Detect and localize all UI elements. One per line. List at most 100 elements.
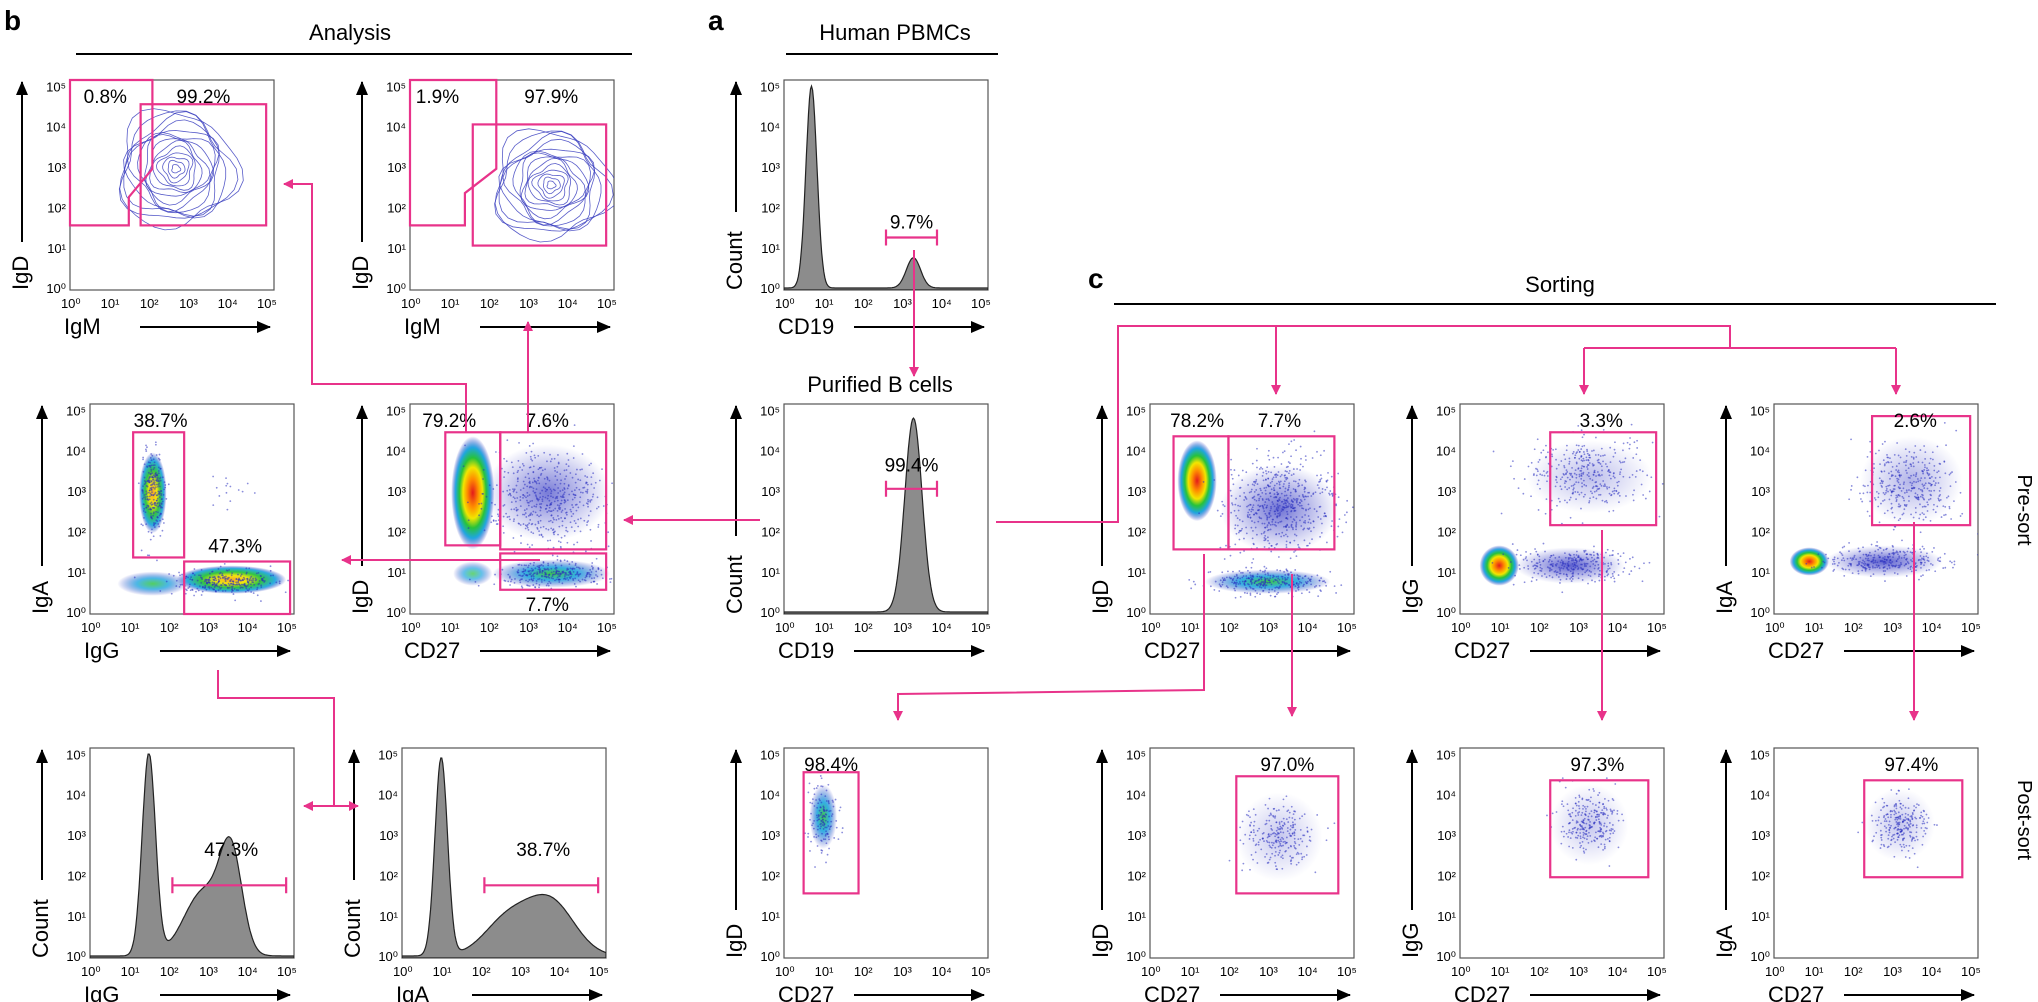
event-dot [150, 459, 153, 462]
event-dot [1906, 472, 1908, 474]
event-dot [1934, 511, 1937, 514]
event-dot [1291, 521, 1294, 523]
section-title-human-pbmcs: Human PBMCs [819, 20, 971, 45]
event-dot [1901, 821, 1904, 824]
event-dot [1861, 821, 1864, 824]
event-dot [1565, 469, 1568, 472]
event-dot [1235, 497, 1237, 500]
event-dot [245, 587, 248, 590]
event-dot [1573, 553, 1575, 556]
event-dot [543, 579, 546, 582]
contour-line [527, 163, 572, 206]
event-dot [1325, 541, 1328, 544]
event-dot [1933, 465, 1936, 467]
event-dot [1919, 548, 1922, 551]
event-dot [152, 481, 155, 484]
event-dot [541, 570, 544, 572]
event-dot [1578, 560, 1581, 562]
section-letter-b: b [4, 5, 21, 36]
event-dot [1572, 568, 1575, 571]
event-dot [577, 579, 580, 582]
event-dot [1866, 510, 1869, 513]
event-dot [1581, 828, 1584, 831]
event-dot [1885, 820, 1888, 823]
contour-line [537, 173, 565, 199]
event-dot [1617, 552, 1620, 555]
contour-line [520, 156, 586, 211]
event-dot [1915, 473, 1918, 476]
event-dot [559, 541, 562, 544]
event-dot [1929, 457, 1932, 460]
event-dot [548, 509, 550, 512]
event-dot [1313, 508, 1316, 510]
event-dot [566, 487, 569, 490]
event-dot [158, 482, 160, 485]
event-dot [1648, 490, 1651, 493]
event-dot [1620, 468, 1623, 471]
event-dot [546, 582, 549, 585]
contour-line [118, 110, 239, 219]
event-dot [1269, 492, 1272, 494]
event-dot [1278, 499, 1281, 502]
event-dot [1922, 555, 1925, 558]
event-dot [1242, 575, 1245, 577]
event-dot [1285, 582, 1288, 585]
event-dot [556, 479, 559, 481]
event-dot [482, 468, 485, 471]
event-dot [179, 584, 182, 586]
event-dot [1256, 473, 1258, 476]
event-dot [1319, 505, 1322, 508]
event-dot [811, 798, 814, 801]
event-dot [241, 583, 244, 586]
event-dot [1588, 831, 1590, 834]
event-dot [158, 502, 161, 505]
event-dot [1247, 504, 1250, 507]
event-dot [1923, 487, 1926, 489]
event-dot [1596, 471, 1599, 473]
event-dot [1574, 836, 1577, 839]
event-dot [1839, 551, 1841, 554]
event-dot [1310, 828, 1313, 831]
event-dot [1587, 815, 1590, 818]
event-dot [1320, 531, 1323, 534]
event-dot [218, 576, 221, 578]
event-dot [1599, 811, 1602, 814]
event-dot [1903, 564, 1906, 567]
event-dot [255, 572, 258, 575]
event-dot [510, 461, 513, 464]
event-dot [1559, 478, 1562, 481]
event-dot [1290, 474, 1293, 477]
event-dot [826, 853, 829, 856]
event-dot [1286, 510, 1288, 513]
event-dot [1281, 580, 1284, 583]
event-dot [576, 573, 578, 575]
event-dot [239, 584, 242, 587]
event-dot [1230, 473, 1233, 476]
event-dot [1583, 551, 1586, 553]
event-dot [1254, 589, 1257, 592]
event-dot [588, 572, 591, 574]
event-dot [1295, 497, 1298, 500]
event-dot [1534, 548, 1536, 550]
event-dot [1255, 459, 1258, 462]
event-dot [1551, 812, 1554, 815]
y-tick-label: 10⁴ [66, 444, 86, 459]
event-dot [502, 525, 505, 528]
arrow-b4-to-b1 [283, 179, 467, 432]
event-dot [1285, 476, 1288, 479]
event-dot [586, 573, 589, 575]
event-dot [147, 505, 150, 508]
event-dot [1277, 836, 1280, 839]
event-dot [1275, 809, 1278, 812]
event-dot [1216, 509, 1219, 512]
event-dot [1310, 530, 1312, 533]
event-dot [1266, 526, 1268, 528]
event-dot [248, 567, 251, 570]
event-dot [525, 516, 528, 518]
event-dot [1285, 540, 1288, 543]
event-dot [1888, 829, 1891, 832]
event-dot [505, 512, 508, 515]
event-dot [1286, 470, 1288, 473]
event-dot [1904, 806, 1907, 809]
event-dot [1593, 790, 1595, 792]
